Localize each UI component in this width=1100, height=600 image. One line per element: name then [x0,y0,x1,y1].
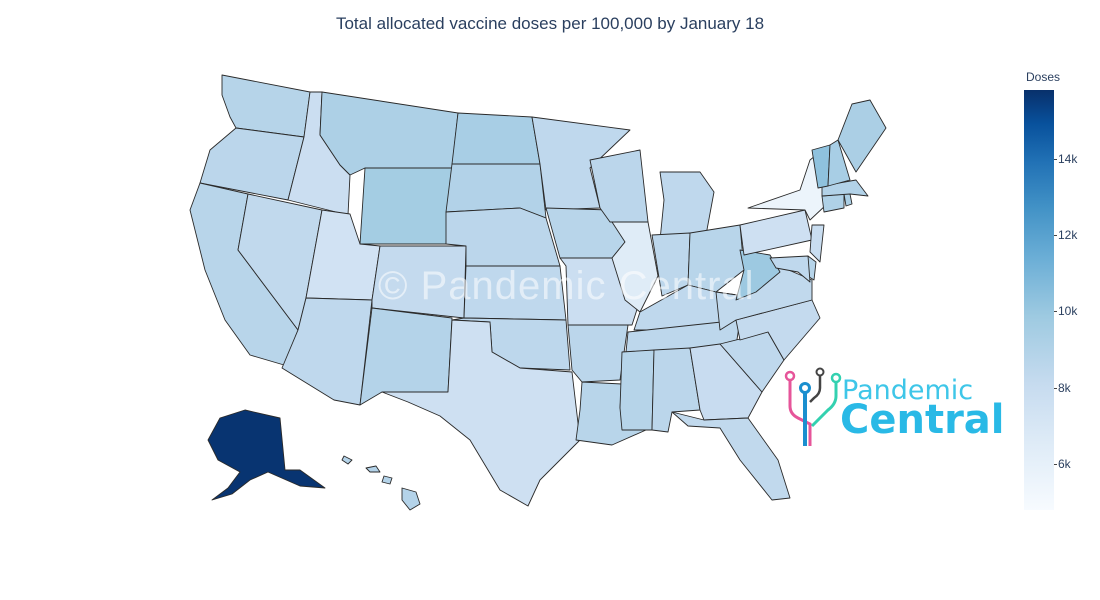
state-hi[interactable] [341,455,421,511]
watermark-text: © Pandemic Central [378,264,755,308]
state-wa[interactable] [221,74,311,138]
colorbar-tick-label: 14k [1053,151,1078,166]
state-nm[interactable] [359,307,453,406]
pandemic-central-logo-icon [784,367,842,446]
state-ms[interactable] [619,349,655,431]
state-md[interactable] [769,255,811,283]
state-wy[interactable] [359,167,453,245]
state-ar[interactable] [567,324,629,383]
state-nd[interactable] [451,112,541,165]
colorbar-tick-label: 12k [1053,228,1078,243]
state-mt[interactable] [319,91,459,176]
state-wv[interactable] [735,249,781,301]
state-fl[interactable] [671,411,791,501]
chart-title: Total allocated vaccine doses per 100,00… [335,14,765,33]
colorbar [1024,90,1054,510]
state-nj[interactable] [809,224,825,263]
state-il[interactable] [611,221,659,313]
state-ri[interactable] [843,193,853,207]
state-ak[interactable] [207,409,326,501]
state-tx[interactable] [381,319,581,507]
state-pa[interactable] [739,209,813,256]
state-oh[interactable] [687,224,745,293]
state-or[interactable] [199,127,305,201]
colorbar-tick-label: 8k [1054,380,1071,395]
logo-text-central: Central [840,397,1005,443]
state-me[interactable] [837,99,887,173]
colorbar-tick-label: 6k [1054,457,1071,472]
state-ct[interactable] [821,193,845,213]
colorbar-title: Doses [1026,70,1061,84]
state-co[interactable] [371,245,467,319]
state-mi[interactable] [659,171,715,241]
logo-text-pandemic: Pandemic [842,375,974,406]
state-nh[interactable] [827,139,851,187]
colorbar-tick-label: 10k [1053,304,1078,319]
